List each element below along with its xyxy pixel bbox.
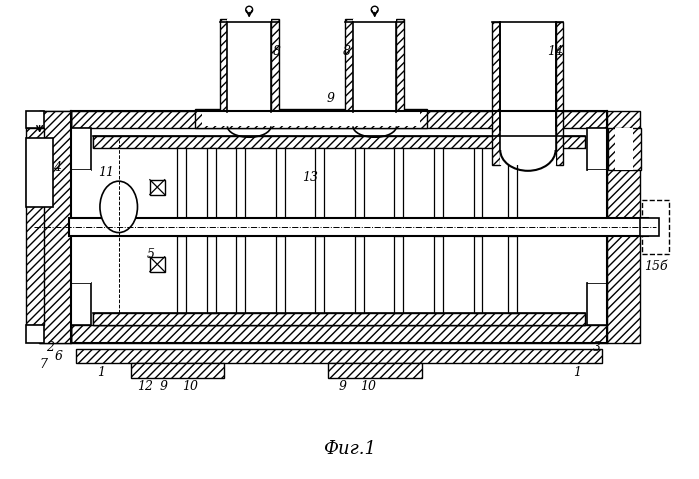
Bar bbox=[587, 284, 607, 325]
Text: 4: 4 bbox=[53, 161, 62, 174]
Bar bbox=[473, 148, 482, 218]
Text: 1: 1 bbox=[573, 366, 582, 379]
Text: 15б: 15б bbox=[644, 260, 668, 273]
Text: 8: 8 bbox=[273, 45, 281, 57]
Bar bbox=[71, 111, 607, 128]
Bar bbox=[329, 363, 422, 378]
Bar bbox=[72, 170, 91, 284]
Ellipse shape bbox=[100, 181, 138, 233]
Bar bbox=[642, 200, 669, 254]
Text: 14: 14 bbox=[547, 45, 563, 57]
Bar bbox=[26, 325, 43, 343]
Bar bbox=[394, 236, 403, 313]
Bar bbox=[202, 111, 420, 126]
Bar bbox=[71, 128, 91, 170]
Text: 9: 9 bbox=[339, 380, 347, 393]
Bar bbox=[434, 236, 443, 313]
Bar bbox=[473, 236, 482, 313]
Bar bbox=[556, 22, 563, 165]
Bar bbox=[26, 128, 43, 325]
Bar bbox=[219, 19, 227, 113]
Bar bbox=[492, 22, 500, 165]
Bar bbox=[131, 363, 224, 378]
Bar bbox=[271, 19, 279, 113]
Bar bbox=[587, 128, 607, 170]
Text: 11: 11 bbox=[98, 166, 114, 179]
Bar bbox=[434, 148, 443, 218]
Bar bbox=[150, 180, 165, 194]
Bar bbox=[640, 218, 659, 236]
Bar bbox=[355, 148, 364, 218]
Bar bbox=[315, 236, 324, 313]
Text: 9: 9 bbox=[326, 92, 334, 105]
Bar bbox=[71, 325, 607, 343]
Bar bbox=[508, 236, 517, 313]
Bar bbox=[150, 257, 165, 272]
Bar bbox=[607, 111, 640, 343]
Bar bbox=[207, 236, 215, 313]
Bar bbox=[508, 148, 517, 218]
Bar bbox=[615, 128, 633, 170]
Bar bbox=[345, 19, 353, 113]
Bar bbox=[177, 236, 186, 313]
Text: 3: 3 bbox=[593, 341, 601, 354]
Text: 12: 12 bbox=[138, 380, 153, 393]
Bar bbox=[93, 136, 585, 148]
Bar bbox=[608, 128, 640, 170]
Bar bbox=[353, 19, 396, 113]
Bar bbox=[500, 22, 556, 165]
Text: 10: 10 bbox=[360, 380, 376, 393]
Bar bbox=[276, 148, 284, 218]
Text: 1: 1 bbox=[97, 366, 105, 379]
Bar bbox=[195, 109, 427, 128]
Bar bbox=[394, 148, 403, 218]
Text: Фиг.1: Фиг.1 bbox=[324, 440, 377, 457]
Text: 10: 10 bbox=[182, 380, 198, 393]
Bar bbox=[355, 236, 364, 313]
Bar bbox=[93, 313, 585, 325]
Bar bbox=[236, 236, 245, 313]
Bar bbox=[38, 111, 71, 343]
Bar bbox=[38, 111, 71, 343]
Bar bbox=[93, 140, 585, 313]
Bar bbox=[207, 148, 215, 218]
Bar bbox=[93, 136, 585, 148]
Bar bbox=[236, 148, 245, 218]
Bar bbox=[276, 236, 284, 313]
Text: 13: 13 bbox=[303, 171, 319, 184]
Bar bbox=[93, 313, 585, 325]
Text: 2: 2 bbox=[47, 341, 55, 354]
Bar bbox=[71, 284, 91, 325]
Bar bbox=[76, 349, 602, 363]
Text: 7: 7 bbox=[40, 358, 48, 371]
Bar bbox=[177, 148, 186, 218]
Bar bbox=[69, 218, 649, 236]
Text: 9: 9 bbox=[159, 380, 167, 393]
Bar bbox=[396, 19, 404, 113]
Text: 5: 5 bbox=[146, 248, 154, 261]
Text: 8: 8 bbox=[343, 45, 351, 57]
Bar bbox=[227, 19, 271, 113]
Bar bbox=[26, 137, 54, 207]
Bar bbox=[26, 111, 43, 128]
Text: 6: 6 bbox=[55, 350, 62, 363]
Bar bbox=[588, 170, 606, 284]
Bar bbox=[315, 148, 324, 218]
